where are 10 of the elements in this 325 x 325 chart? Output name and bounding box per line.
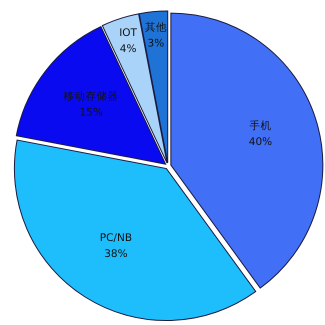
data-label: 38% bbox=[104, 248, 128, 260]
slice-label: IOT bbox=[119, 27, 138, 40]
data-label: 40% bbox=[248, 136, 272, 148]
slice-label: 手机 bbox=[249, 118, 272, 132]
data-label: 15% bbox=[79, 106, 103, 118]
slice-label: 移动存储器 bbox=[64, 90, 119, 102]
data-label: 3% bbox=[148, 37, 164, 50]
slice-label: 其他 bbox=[144, 20, 167, 34]
slice-label: PC/NB bbox=[100, 232, 132, 244]
data-label: 4% bbox=[120, 43, 136, 56]
